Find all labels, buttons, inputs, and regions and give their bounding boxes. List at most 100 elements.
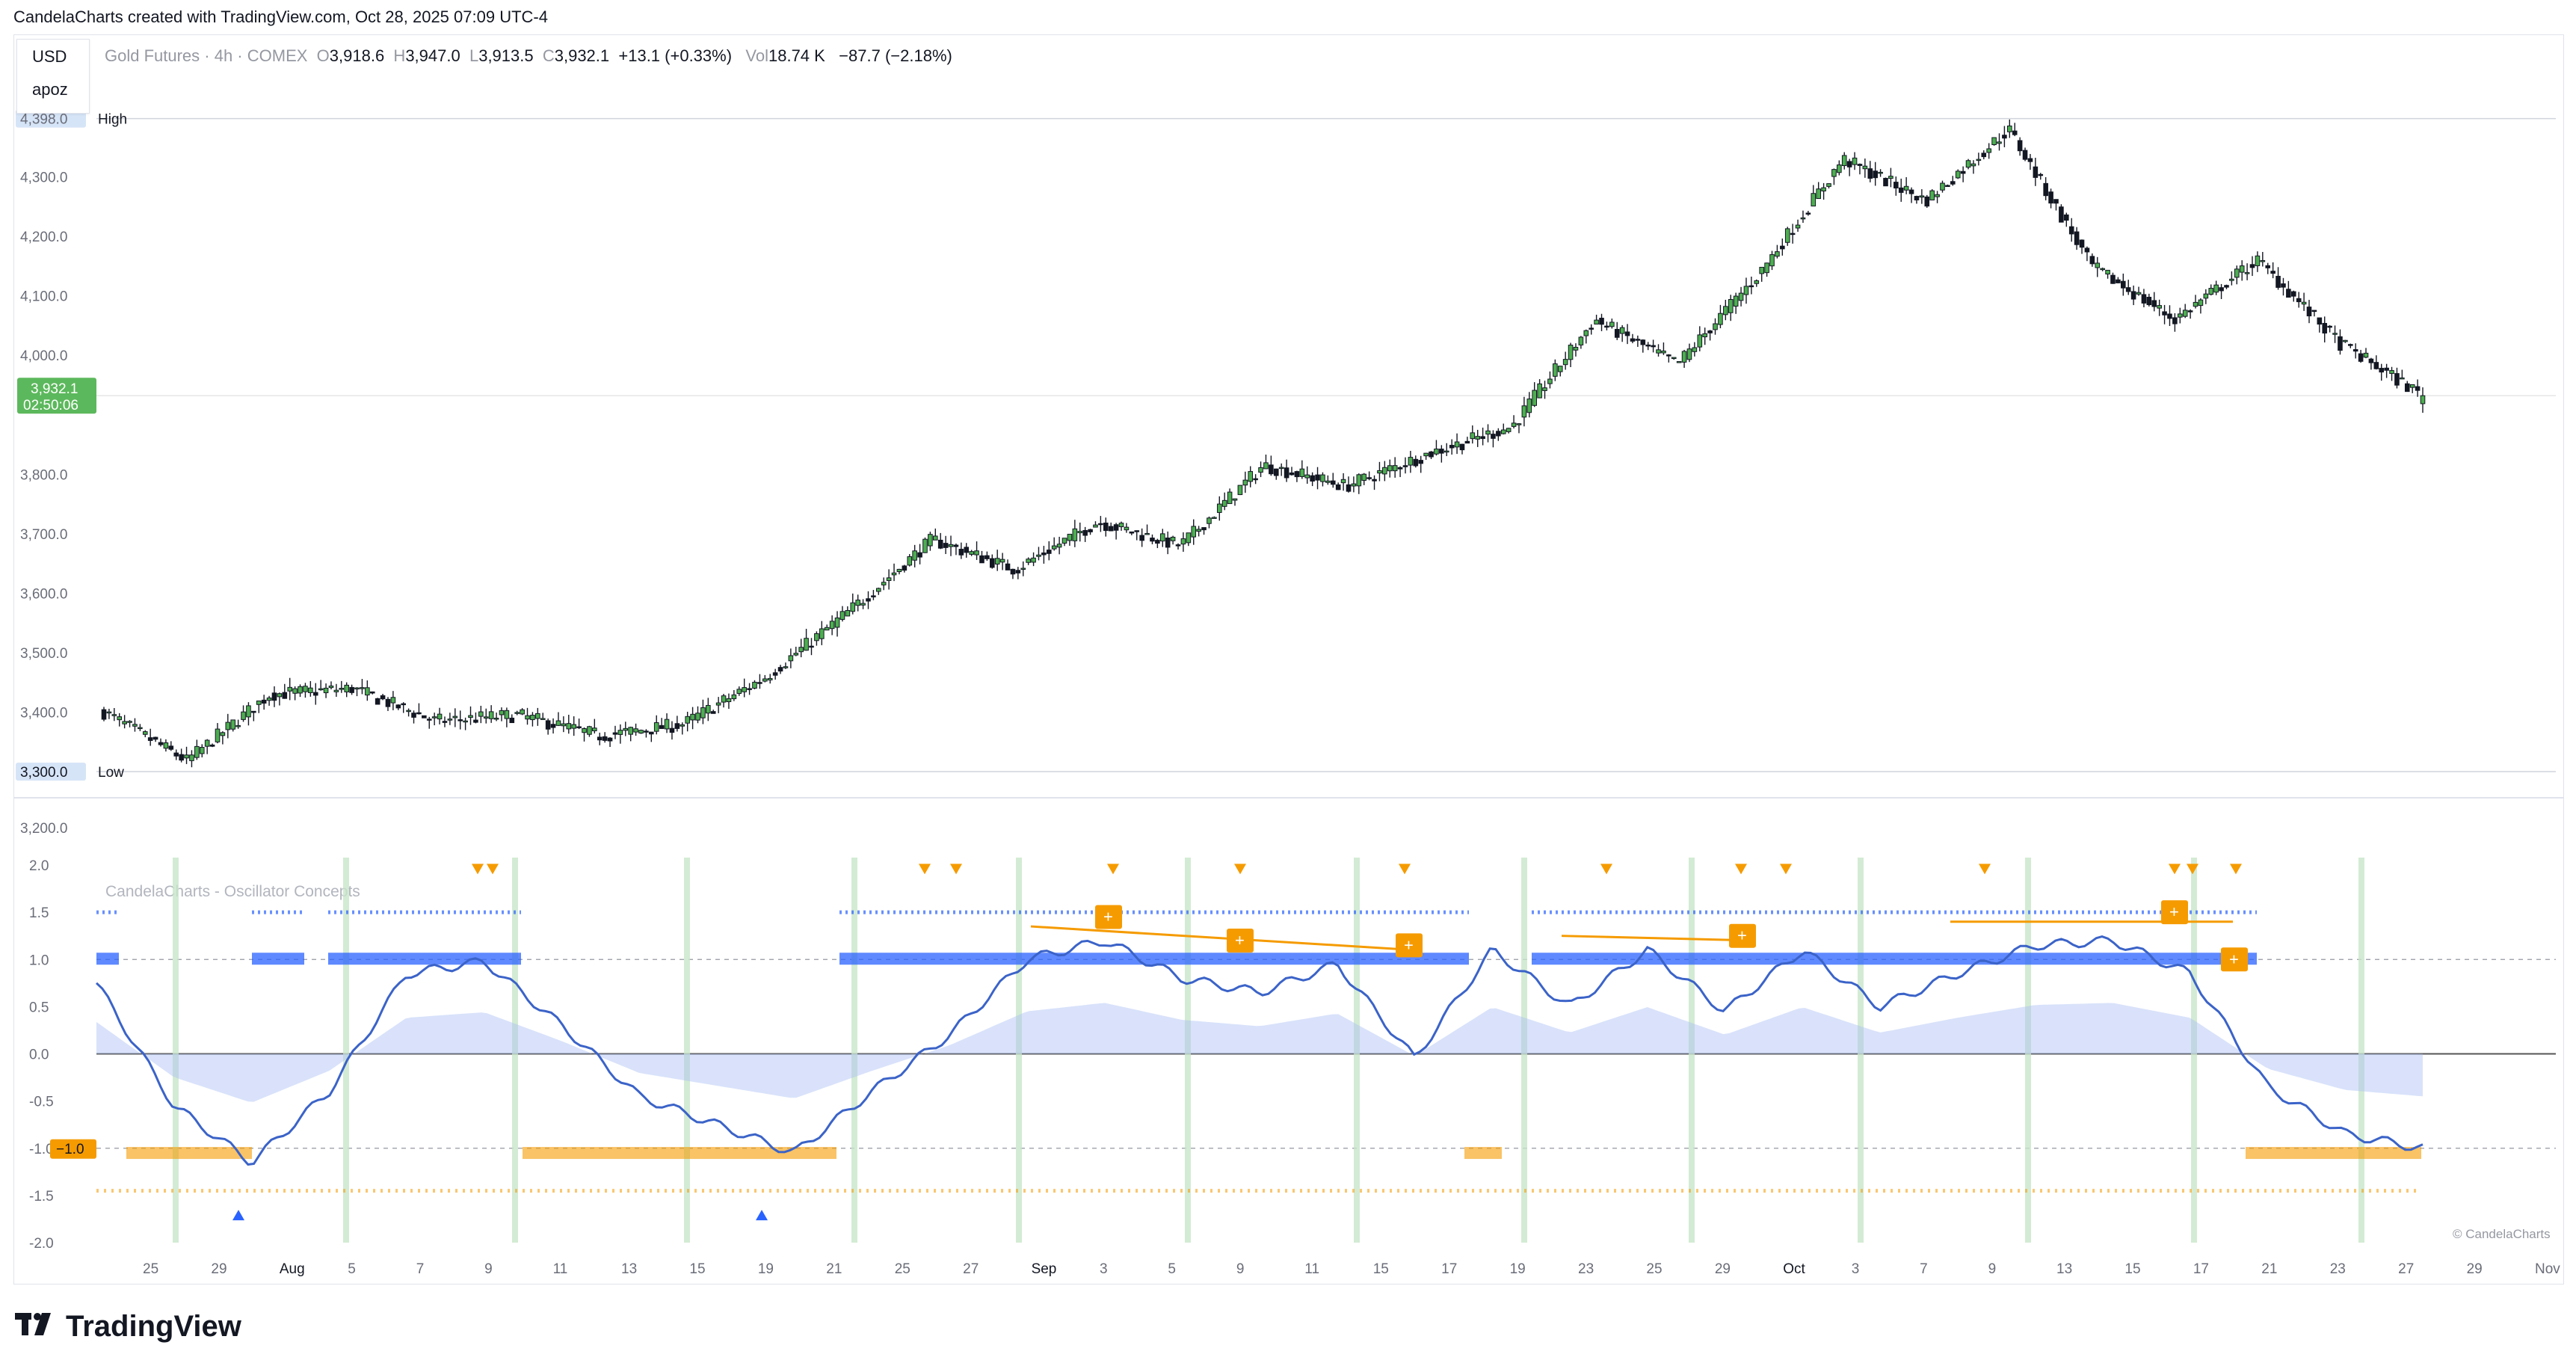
candle-body bbox=[1599, 318, 1604, 325]
ohlc-legend[interactable]: Gold Futures · 4h · COMEX O3,918.6 H3,94… bbox=[105, 46, 952, 66]
bull-zone-bar bbox=[839, 953, 1469, 965]
candle-body bbox=[1175, 544, 1181, 547]
osc-tick-label: -1.0 bbox=[29, 1142, 54, 1157]
candle-body bbox=[937, 539, 943, 549]
candle-body bbox=[2053, 199, 2059, 204]
bearish-marker-icon bbox=[1979, 864, 1991, 875]
tradingview-brand[interactable]: TradingView bbox=[15, 1310, 241, 1344]
candle-body bbox=[225, 722, 231, 730]
candle-body bbox=[917, 552, 922, 558]
candle-body bbox=[969, 551, 974, 555]
chart-area[interactable]: 4,300.0 4,200.0 4,100.0 4,000.0 3,800.0 3,700… bbox=[13, 34, 2564, 1285]
candle-body bbox=[989, 558, 995, 568]
candle-body bbox=[1093, 524, 1098, 528]
candle-body bbox=[793, 653, 799, 656]
candle-body bbox=[1434, 449, 1439, 455]
candle-body bbox=[1067, 533, 1073, 541]
candle-body bbox=[612, 732, 618, 735]
candle-body bbox=[1263, 462, 1269, 470]
candle-body bbox=[1491, 434, 1496, 439]
candle-body bbox=[530, 715, 535, 721]
candle-body bbox=[1526, 399, 1532, 413]
candle-body bbox=[1269, 464, 1274, 475]
candle-body bbox=[2301, 301, 2307, 305]
candle-body bbox=[493, 718, 499, 720]
candle-body bbox=[571, 724, 576, 729]
candle-body bbox=[2400, 377, 2405, 380]
candle-body bbox=[1537, 383, 1542, 399]
candle-body bbox=[829, 621, 835, 630]
time-axis-label: 27 bbox=[2398, 1261, 2414, 1277]
low-value-box bbox=[16, 763, 86, 781]
bullish-marker-icon bbox=[232, 1210, 244, 1221]
candle-body bbox=[994, 558, 1000, 564]
candle-body bbox=[2136, 292, 2142, 295]
candle-body bbox=[1713, 323, 1718, 330]
close-label: C bbox=[542, 46, 555, 65]
candle-body bbox=[1852, 157, 1858, 165]
candle-body bbox=[1816, 188, 1821, 200]
candle-body bbox=[235, 724, 241, 727]
candle-body bbox=[1795, 224, 1801, 229]
candle-body bbox=[721, 695, 727, 703]
candle-body bbox=[979, 555, 985, 564]
candle-body bbox=[2409, 384, 2415, 388]
candle-body bbox=[1046, 550, 1052, 554]
candle-body bbox=[2079, 239, 2085, 248]
candle-body bbox=[649, 731, 654, 735]
candle-body bbox=[2116, 279, 2121, 283]
chart-svg[interactable]: 4,300.0 4,200.0 4,100.0 4,000.0 3,800.0 3,700… bbox=[14, 35, 2563, 1284]
candle-body bbox=[1604, 325, 1609, 328]
candle-body bbox=[2017, 140, 2023, 152]
candle-body bbox=[312, 692, 318, 696]
candle-body bbox=[623, 727, 629, 731]
candle-body bbox=[2120, 280, 2126, 289]
candle-body bbox=[2182, 310, 2188, 317]
candle-body bbox=[220, 732, 226, 736]
candle-body bbox=[860, 603, 866, 606]
osc-current-badge bbox=[50, 1139, 96, 1159]
candle-body bbox=[999, 559, 1005, 563]
candle-body bbox=[886, 577, 892, 581]
bearish-marker-icon bbox=[1399, 864, 1411, 875]
low-value-label: 3,300.0 bbox=[20, 765, 67, 781]
candle-body bbox=[896, 568, 902, 573]
candle-body bbox=[1686, 348, 1692, 360]
candle-body bbox=[2255, 255, 2261, 266]
osc-tick-label: 0.5 bbox=[29, 1000, 49, 1015]
candle-body bbox=[757, 682, 762, 684]
candle-body bbox=[1051, 545, 1057, 550]
volume-label: Vol bbox=[745, 46, 768, 65]
time-axis-label: 5 bbox=[1168, 1261, 1176, 1277]
candle-body bbox=[2038, 173, 2044, 176]
candle-body bbox=[788, 655, 794, 662]
candle-body bbox=[1418, 460, 1424, 464]
candle-body bbox=[2347, 344, 2353, 346]
candle-body bbox=[2022, 150, 2028, 160]
cycle-marker-band bbox=[173, 858, 179, 1243]
currency-label[interactable]: USD bbox=[32, 47, 67, 66]
candle-body bbox=[1981, 153, 1987, 158]
candle-body bbox=[1413, 458, 1419, 467]
candle-body bbox=[582, 727, 587, 733]
candle-body bbox=[308, 687, 313, 693]
candle-body bbox=[1924, 196, 1930, 207]
candle-body bbox=[814, 633, 819, 642]
candle-body bbox=[199, 747, 205, 754]
candle-body bbox=[2033, 166, 2039, 178]
candle-body bbox=[478, 711, 484, 717]
candle-body bbox=[736, 689, 742, 695]
candle-body bbox=[2379, 368, 2385, 373]
candle-body bbox=[1728, 299, 1734, 313]
candle-body bbox=[1697, 334, 1703, 348]
candle-body bbox=[1150, 538, 1155, 542]
candle-body bbox=[690, 713, 695, 721]
bear-zone-bar bbox=[523, 1147, 836, 1160]
bullish-marker-icon bbox=[756, 1210, 768, 1221]
symbol-label[interactable]: Gold Futures · 4h · COMEX bbox=[105, 46, 308, 65]
candle-body bbox=[1387, 465, 1393, 472]
currency-user-box[interactable]: USD apoz bbox=[16, 39, 90, 114]
candle-body bbox=[1392, 465, 1398, 472]
candle-body bbox=[2059, 206, 2064, 223]
cycle-marker-band bbox=[2358, 858, 2364, 1243]
